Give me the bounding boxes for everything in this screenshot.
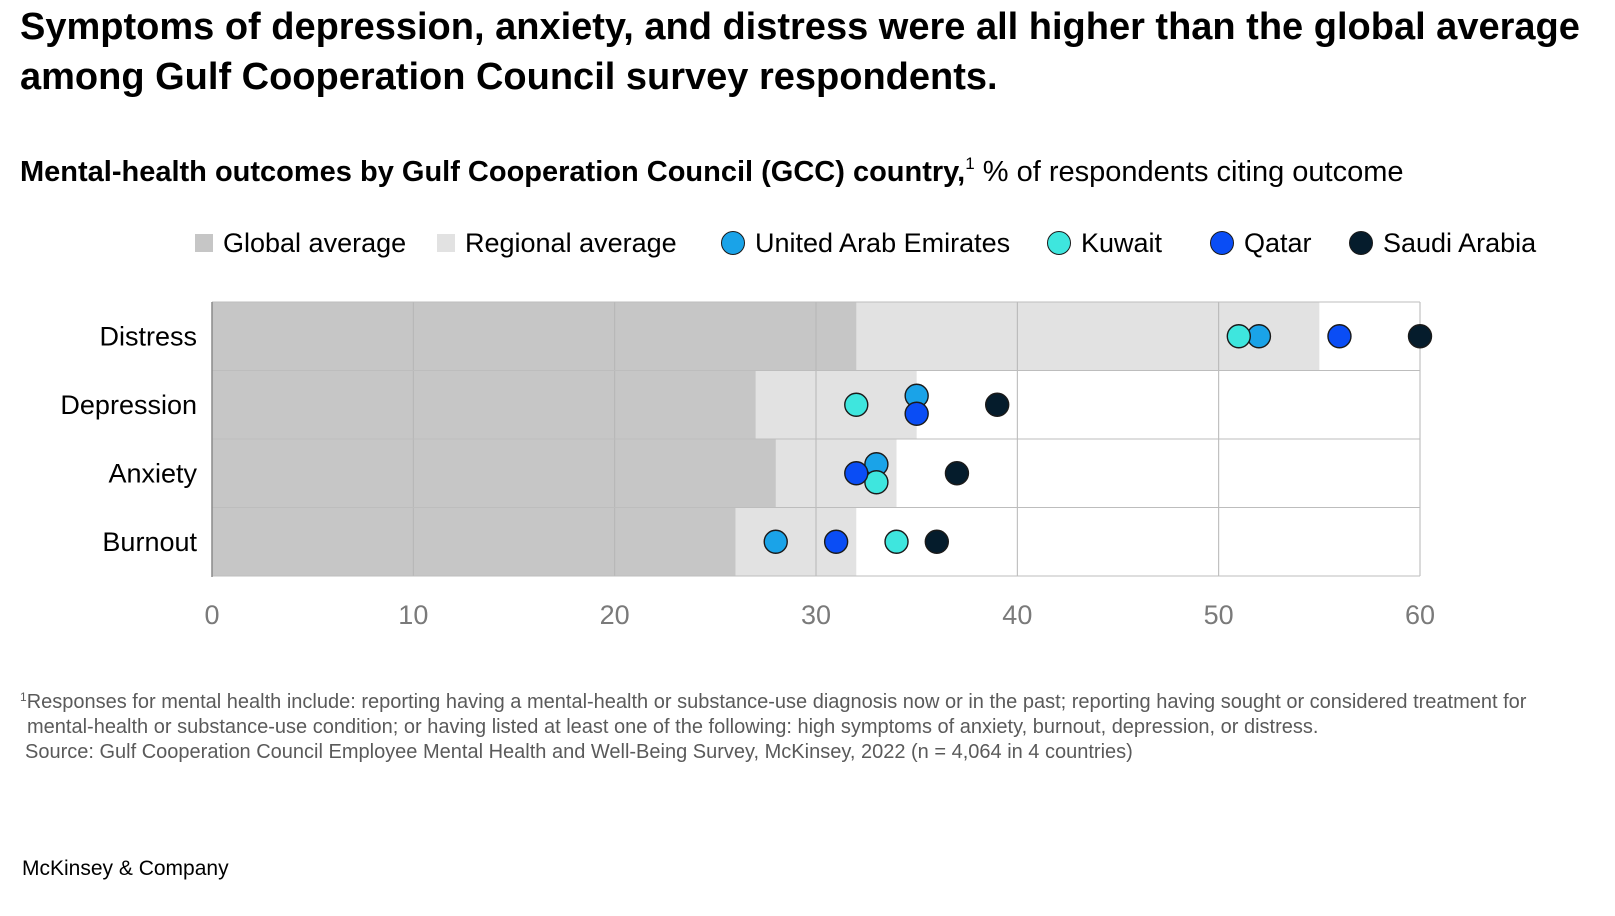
legend-dot-saudi (1349, 231, 1373, 255)
chart-legend: Global average Regional average United A… (0, 225, 1615, 261)
global-average-bar-anxiety (212, 439, 776, 508)
dot-qatar-anxiety (844, 461, 869, 486)
legend-label-regional: Regional average (465, 227, 677, 258)
dot-qatar-burnout (823, 529, 849, 554)
x-tick-label-40: 40 (1002, 600, 1032, 630)
x-tick-label-10: 10 (398, 600, 428, 630)
footnote-text: Responses for mental health include: rep… (26, 691, 1527, 738)
footnote-block: 1Responses for mental health include: re… (20, 690, 1580, 765)
category-label-burnout: Burnout (102, 527, 197, 557)
legend-label-saudi: Saudi Arabia (1383, 227, 1537, 258)
subtitle-footnote-marker: 1 (965, 154, 975, 173)
source-note: Source: Gulf Cooperation Council Employe… (25, 741, 1133, 763)
global-average-bar-burnout (212, 507, 736, 576)
legend-label-kuwait: Kuwait (1081, 227, 1163, 258)
dot-qatar-depression (904, 401, 929, 426)
category-label-distress: Distress (99, 321, 197, 351)
legend-dot-kuwait (1047, 231, 1071, 255)
x-tick-label-0: 0 (204, 600, 219, 630)
global-average-bar-depression (212, 370, 756, 439)
legend-regional-average: Regional average (437, 225, 677, 261)
dot-saudi-arabia-depression (985, 392, 1010, 417)
legend-label-global: Global average (223, 227, 407, 258)
chart-subtitle: Mental-health outcomes by Gulf Cooperati… (20, 155, 1404, 189)
dot-kuwait-distress (1226, 324, 1252, 349)
dot-saudi-arabia-distress (1407, 324, 1433, 349)
legend-label-qatar: Qatar (1244, 227, 1312, 258)
category-label-anxiety: Anxiety (108, 458, 197, 488)
dot-kuwait-burnout (884, 529, 909, 554)
footnote: 1Responses for mental health include: re… (20, 690, 1580, 740)
legend-dot-qatar (1210, 231, 1234, 255)
x-tick-label-20: 20 (600, 600, 630, 630)
legend-global-average: Global average (195, 225, 406, 261)
chart-headline: Symptoms of depression, anxiety, and dis… (20, 6, 1580, 98)
subtitle-bold: Mental-health outcomes by Gulf Cooperati… (20, 156, 966, 188)
legend-swatch-regional (437, 234, 455, 252)
dot-qatar-distress (1327, 324, 1352, 349)
legend-saudi-arabia: Saudi Arabia (1349, 225, 1536, 261)
dot-saudi-arabia-anxiety (944, 461, 970, 486)
footnote-marker: 1 (20, 690, 27, 704)
category-label-depression: Depression (60, 390, 197, 420)
dot-kuwait-depression (844, 392, 869, 417)
brand-wordmark: McKinsey & Company (22, 857, 229, 880)
global-average-bar-distress (212, 302, 857, 371)
legend-label-uae: United Arab Emirates (755, 227, 1011, 258)
x-tick-label-50: 50 (1204, 600, 1234, 630)
legend-dot-uae (721, 231, 745, 255)
legend-uae: United Arab Emirates (721, 225, 1010, 261)
dot-kuwait-anxiety (864, 470, 889, 495)
x-tick-label-30: 30 (801, 600, 831, 630)
dot-saudi-arabia-burnout (924, 529, 949, 554)
legend-qatar: Qatar (1210, 225, 1312, 261)
legend-swatch-global (195, 234, 213, 252)
legend-kuwait: Kuwait (1047, 225, 1162, 261)
dot-plot-chart: Distress Depression Anxiety Burnout 0 10 20 30 4… (60, 301, 1435, 630)
dot-united-arab-emirates-burnout (763, 529, 788, 554)
subtitle-unit: % of respondents citing outcome (974, 156, 1404, 188)
x-tick-label-60: 60 (1405, 600, 1435, 630)
